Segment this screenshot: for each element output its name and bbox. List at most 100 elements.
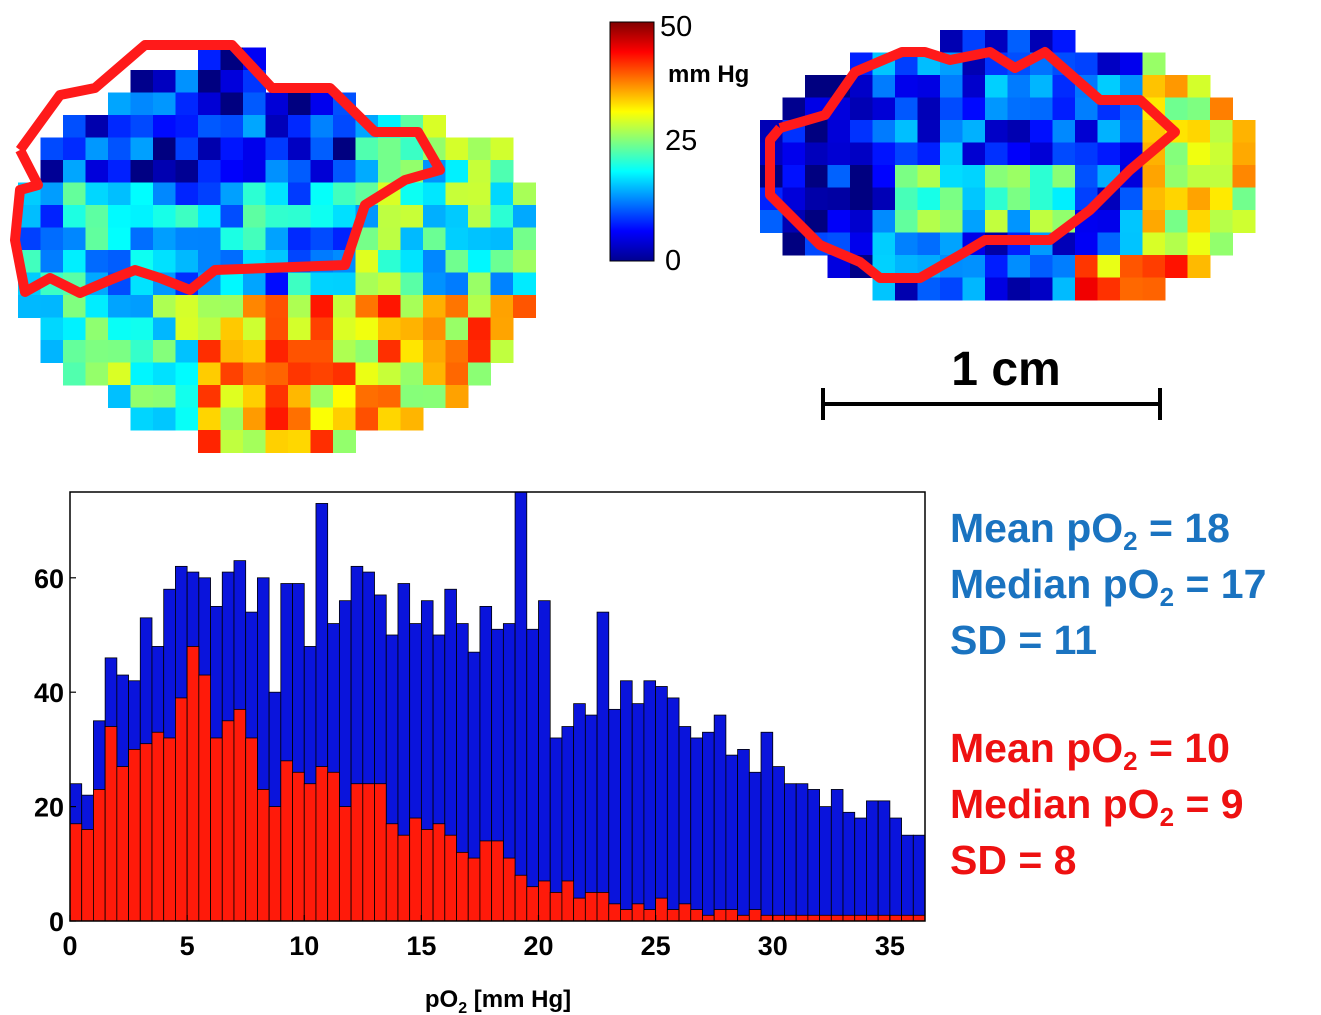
blue-bar <box>901 834 914 922</box>
map-pixel <box>220 205 244 228</box>
map-pixel <box>1030 187 1053 211</box>
map-pixel <box>130 385 154 408</box>
map-pixel <box>153 317 176 341</box>
map-pixel <box>108 362 131 386</box>
blue-bar <box>678 726 692 922</box>
map-pixel <box>1030 210 1053 233</box>
red-bar <box>128 749 141 922</box>
map-pixel <box>265 160 289 183</box>
right-tumor-contour <box>765 47 1180 283</box>
map-pixel <box>490 182 514 206</box>
map-pixel <box>1187 165 1211 188</box>
map-pixel <box>63 317 86 341</box>
map-pixel <box>243 362 266 386</box>
map-pixel <box>310 115 334 138</box>
red-bar <box>245 737 258 922</box>
map-pixel <box>63 227 86 251</box>
map-pixel <box>872 75 896 98</box>
map-pixel <box>40 227 64 251</box>
map-pixel <box>130 362 154 386</box>
red-bar <box>713 909 727 922</box>
blue-bar <box>795 783 809 922</box>
map-pixel <box>85 182 109 206</box>
x-axis-label-sub: 2 <box>458 1000 467 1015</box>
map-pixel <box>895 232 918 256</box>
map-pixel <box>445 160 469 183</box>
red-mean-sub: 2 <box>1123 746 1138 776</box>
red-series <box>69 646 926 922</box>
red-bar <box>491 840 504 922</box>
map-pixel <box>198 205 221 228</box>
map-pixel <box>130 137 154 161</box>
map-pixel <box>1075 52 1098 76</box>
map-pixel <box>895 255 918 278</box>
map-pixel <box>468 160 491 183</box>
red-bar <box>737 914 750 922</box>
map-pixel <box>1210 97 1233 121</box>
blue-bar <box>748 771 762 922</box>
map-pixel <box>1097 75 1121 98</box>
map-pixel <box>243 385 266 408</box>
map-pixel <box>333 137 356 161</box>
map-pixel <box>378 362 401 386</box>
map-pixel <box>423 182 446 206</box>
map-pixel <box>445 182 469 206</box>
map-pixel <box>917 120 941 143</box>
map-pixel <box>175 295 199 318</box>
map-pixel <box>985 277 1008 301</box>
map-pixel <box>333 430 356 453</box>
map-pixel <box>220 160 244 183</box>
blue-bar <box>854 817 867 922</box>
map-pixel <box>310 227 334 251</box>
map-pixel <box>333 340 356 363</box>
map-pixel <box>1232 142 1256 166</box>
blue-bar <box>760 731 774 922</box>
map-pixel <box>1052 187 1076 211</box>
map-pixel <box>400 317 424 341</box>
left-oxygen-map <box>10 40 536 453</box>
map-pixel <box>243 205 266 228</box>
red-bar <box>139 743 153 922</box>
map-pixel <box>310 160 334 183</box>
map-pixel <box>243 407 266 431</box>
map-pixel <box>265 182 289 206</box>
map-pixel <box>288 227 311 251</box>
map-pixel <box>1052 277 1076 301</box>
map-pixel <box>198 115 221 138</box>
map-pixel <box>265 385 289 408</box>
blue-mean-line: Mean pO2 = 18 <box>950 500 1266 556</box>
map-pixel <box>1120 210 1143 233</box>
map-pixel <box>175 407 199 431</box>
colorbar: 50 mm Hg 25 0 <box>609 11 749 277</box>
red-bar <box>420 829 434 922</box>
map-pixel <box>108 92 131 116</box>
map-pixel <box>1142 52 1166 76</box>
map-pixel <box>310 362 334 386</box>
map-pixel <box>85 205 109 228</box>
map-pixel <box>175 92 199 116</box>
map-pixel <box>63 115 86 138</box>
map-pixel <box>153 205 176 228</box>
map-pixel <box>243 115 266 138</box>
red-bar <box>397 834 411 922</box>
map-pixel <box>490 272 514 296</box>
map-pixel <box>243 272 266 296</box>
red-bar <box>573 897 586 922</box>
map-pixel <box>1142 210 1166 233</box>
map-pixel <box>490 317 514 341</box>
red-bar <box>549 892 563 922</box>
map-pixel <box>333 272 356 296</box>
map-pixel <box>175 205 199 228</box>
map-pixel <box>445 250 469 273</box>
map-pixel <box>108 182 131 206</box>
scale-bar: 1 cm <box>821 343 1162 420</box>
map-pixel <box>288 430 311 453</box>
map-pixel <box>108 317 131 341</box>
histogram: 0 5 10 15 20 25 30 35 0 20 40 60 pO2 [mm Hg] <box>34 491 926 1015</box>
red-bar <box>901 914 914 922</box>
map-pixel <box>940 210 963 233</box>
map-pixel <box>1097 232 1121 256</box>
map-pixel <box>130 340 154 363</box>
map-pixel <box>108 295 131 318</box>
map-pixel <box>355 407 379 431</box>
